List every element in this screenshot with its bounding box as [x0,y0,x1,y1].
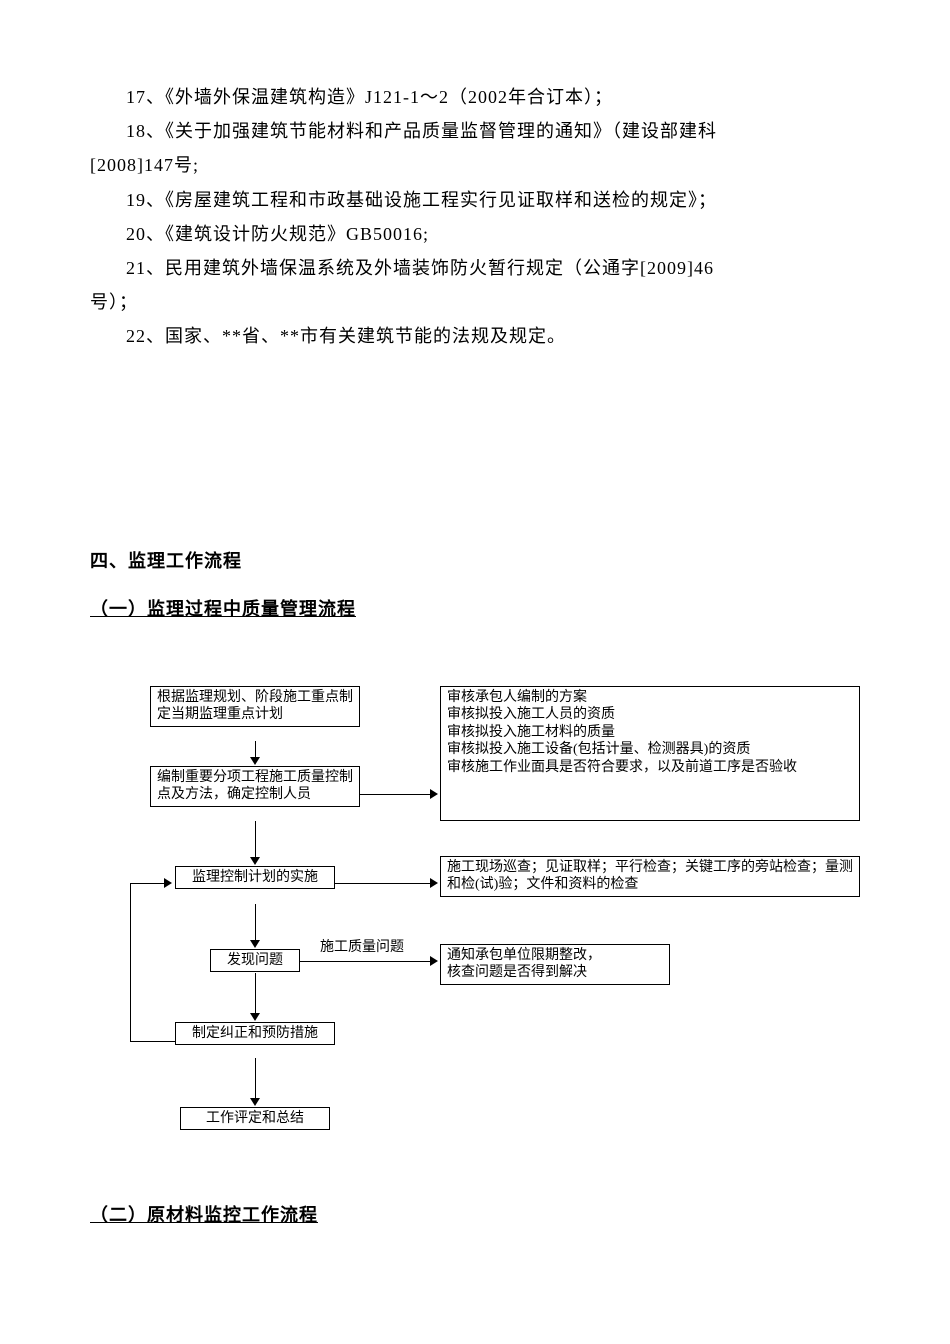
list-item-21-suffix: 号）； [90,285,860,319]
flow-line [255,821,256,859]
flowchart: 根据监理规划、阶段施工重点制定当期监理重点计划 编制重要分项工程施工质量控制点及… [120,686,890,1216]
flow-line [360,794,432,795]
flow-line [130,883,131,1041]
review-line-5: 审核施工作业面具是否符合要求，以及前道工序是否验收 [447,759,853,777]
flow-line [335,883,432,884]
flow-arrow-down [250,857,260,865]
flow-box-plan: 根据监理规划、阶段施工重点制定当期监理重点计划 [150,686,360,727]
flow-arrow-down [250,1098,260,1106]
list-item-18: 18、《关于加强建筑节能材料和产品质量监督管理的通知》（建设部建科 [90,114,860,148]
flow-arrow-down [250,940,260,948]
flow-arrow-right [430,789,438,799]
list-item-17: 17、《外墙外保温建筑构造》J121-1～2（2002年合订本）； [90,80,860,114]
flow-box-notify: 通知承包单位限期整改， 核查问题是否得到解决 [440,944,670,985]
flow-line [300,961,432,962]
flow-line [130,1041,175,1042]
flow-arrow-down [250,757,260,765]
list-item-18-suffix: [2008]147号; [90,148,860,182]
flow-box-correct: 制定纠正和预防措施 [175,1022,335,1046]
flow-label-quality: 施工质量问题 [320,939,404,957]
subsection-1-title: （一）监理过程中质量管理流程 [90,592,860,626]
review-line-4: 审核拟投入施工设备(包括计量、检测器具)的资质 [447,741,853,759]
review-line-2: 审核拟投入施工人员的资质 [447,706,853,724]
list-item-20: 20、《建筑设计防火规范》GB50016; [90,217,860,251]
list-item-21: 21、民用建筑外墙保温系统及外墙装饰防火暂行规定（公通字[2009]46 [90,251,860,285]
flow-arrow-right [430,956,438,966]
flow-box-review: 审核承包人编制的方案 审核拟投入施工人员的资质 审核拟投入施工材料的质量 审核拟… [440,686,860,821]
list-item-19: 19、《房屋建筑工程和市政基础设施工程实行见证取样和送检的规定》； [90,183,860,217]
notify-line-1: 通知承包单位限期整改， [447,947,663,965]
review-line-1: 审核承包人编制的方案 [447,689,853,707]
notify-line-2: 核查问题是否得到解决 [447,964,663,982]
flow-line [130,883,166,884]
flow-line [255,904,256,942]
flow-box-inspect: 施工现场巡查；见证取样；平行检查；关键工序的旁站检查；量测和检(试)验；文件和资… [440,856,860,897]
flow-arrow-right [164,878,172,888]
flow-line [255,1058,256,1100]
flow-box-summary: 工作评定和总结 [180,1107,330,1131]
flow-box-problem: 发现问题 [210,949,300,973]
review-line-3: 审核拟投入施工材料的质量 [447,724,853,742]
section-4-title: 四、监理工作流程 [90,544,860,578]
flow-arrow-down [250,1013,260,1021]
flow-arrow-right [430,878,438,888]
list-item-22: 22、国家、**省、**市有关建筑节能的法规及规定。 [90,319,860,353]
flow-box-implement: 监理控制计划的实施 [175,866,335,890]
flow-line [255,973,256,1015]
flow-box-compile: 编制重要分项工程施工质量控制点及方法，确定控制人员 [150,766,360,807]
